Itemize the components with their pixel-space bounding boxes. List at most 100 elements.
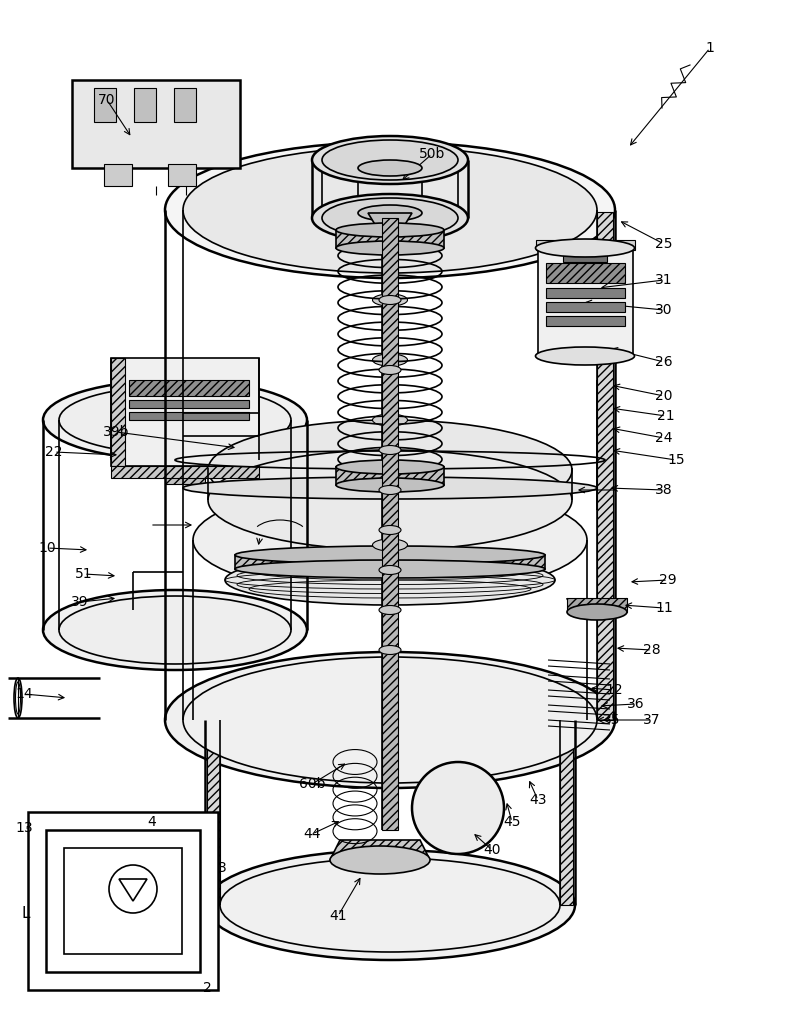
Text: 45: 45 bbox=[503, 815, 521, 829]
Ellipse shape bbox=[220, 858, 560, 952]
Polygon shape bbox=[111, 358, 259, 466]
Text: 1: 1 bbox=[706, 41, 714, 55]
Text: 24: 24 bbox=[655, 430, 673, 445]
Bar bbox=[546, 316, 625, 326]
Ellipse shape bbox=[208, 450, 572, 550]
Text: 20: 20 bbox=[655, 390, 673, 403]
Bar bbox=[563, 250, 607, 262]
Text: 4: 4 bbox=[148, 815, 156, 829]
Ellipse shape bbox=[183, 657, 597, 783]
Ellipse shape bbox=[373, 414, 407, 426]
Polygon shape bbox=[597, 212, 613, 720]
Ellipse shape bbox=[535, 347, 634, 365]
Ellipse shape bbox=[379, 486, 401, 494]
Ellipse shape bbox=[165, 142, 615, 278]
Text: 38: 38 bbox=[655, 483, 673, 497]
Circle shape bbox=[412, 762, 504, 854]
Ellipse shape bbox=[358, 160, 422, 176]
Polygon shape bbox=[560, 722, 573, 905]
Text: 26: 26 bbox=[655, 355, 673, 369]
Text: 22: 22 bbox=[46, 445, 62, 459]
Ellipse shape bbox=[379, 566, 401, 574]
Text: 14: 14 bbox=[15, 687, 33, 701]
Bar bbox=[94, 88, 116, 122]
Polygon shape bbox=[382, 218, 398, 830]
Bar bbox=[546, 288, 625, 298]
Ellipse shape bbox=[535, 239, 634, 257]
Text: 30: 30 bbox=[655, 303, 673, 317]
Ellipse shape bbox=[235, 546, 545, 564]
Ellipse shape bbox=[336, 478, 444, 492]
Text: 10: 10 bbox=[38, 541, 56, 555]
Text: 60b: 60b bbox=[298, 777, 326, 791]
Text: L: L bbox=[22, 905, 30, 920]
Ellipse shape bbox=[373, 294, 407, 306]
Bar bbox=[168, 164, 196, 186]
Ellipse shape bbox=[322, 198, 458, 238]
Ellipse shape bbox=[373, 354, 407, 366]
Bar bbox=[129, 412, 249, 420]
Text: 39b: 39b bbox=[102, 425, 130, 439]
Text: 51: 51 bbox=[75, 567, 93, 581]
Bar bbox=[28, 812, 218, 990]
Text: 11: 11 bbox=[655, 601, 673, 615]
Text: 29: 29 bbox=[659, 573, 677, 587]
Ellipse shape bbox=[379, 446, 401, 454]
Ellipse shape bbox=[379, 526, 401, 534]
Ellipse shape bbox=[225, 555, 555, 605]
Polygon shape bbox=[111, 358, 125, 466]
Text: 43: 43 bbox=[530, 793, 546, 807]
Text: 41: 41 bbox=[329, 909, 347, 922]
Ellipse shape bbox=[183, 147, 597, 273]
Bar bbox=[104, 164, 132, 186]
Ellipse shape bbox=[373, 539, 407, 551]
Ellipse shape bbox=[358, 205, 422, 221]
Text: 12: 12 bbox=[605, 683, 623, 697]
Ellipse shape bbox=[183, 477, 597, 499]
Ellipse shape bbox=[235, 560, 545, 578]
Text: 13: 13 bbox=[15, 821, 33, 835]
Ellipse shape bbox=[165, 652, 615, 788]
Polygon shape bbox=[72, 80, 240, 168]
Text: 37: 37 bbox=[643, 713, 661, 727]
Polygon shape bbox=[330, 840, 430, 860]
Text: 28: 28 bbox=[643, 643, 661, 657]
Text: 2: 2 bbox=[202, 981, 211, 995]
Ellipse shape bbox=[208, 420, 572, 520]
Polygon shape bbox=[111, 466, 259, 478]
Bar bbox=[174, 88, 196, 122]
Ellipse shape bbox=[59, 386, 291, 454]
Ellipse shape bbox=[330, 846, 430, 874]
Bar bbox=[235, 555, 545, 569]
Ellipse shape bbox=[322, 140, 458, 180]
Circle shape bbox=[109, 865, 157, 913]
Text: 70: 70 bbox=[98, 93, 116, 107]
Polygon shape bbox=[567, 598, 627, 612]
Bar bbox=[129, 380, 249, 396]
Ellipse shape bbox=[336, 241, 444, 255]
Ellipse shape bbox=[567, 604, 627, 620]
Text: 50b: 50b bbox=[419, 147, 445, 161]
Text: 44: 44 bbox=[303, 827, 321, 840]
Text: 3: 3 bbox=[218, 861, 226, 875]
Ellipse shape bbox=[336, 223, 444, 237]
Ellipse shape bbox=[379, 295, 401, 304]
Text: 31: 31 bbox=[655, 273, 673, 287]
Bar bbox=[546, 263, 625, 283]
Polygon shape bbox=[368, 213, 412, 236]
Bar bbox=[129, 400, 249, 408]
Bar bbox=[46, 830, 200, 972]
Ellipse shape bbox=[336, 460, 444, 474]
Text: 40: 40 bbox=[483, 843, 501, 857]
Polygon shape bbox=[119, 879, 147, 901]
Ellipse shape bbox=[379, 366, 401, 374]
Ellipse shape bbox=[14, 678, 22, 717]
Bar bbox=[64, 848, 182, 954]
Ellipse shape bbox=[59, 596, 291, 664]
Ellipse shape bbox=[43, 380, 307, 460]
Ellipse shape bbox=[312, 136, 468, 184]
Bar bbox=[336, 467, 444, 485]
Text: 15: 15 bbox=[667, 453, 685, 467]
Bar bbox=[546, 302, 625, 312]
Text: 35: 35 bbox=[603, 713, 621, 727]
